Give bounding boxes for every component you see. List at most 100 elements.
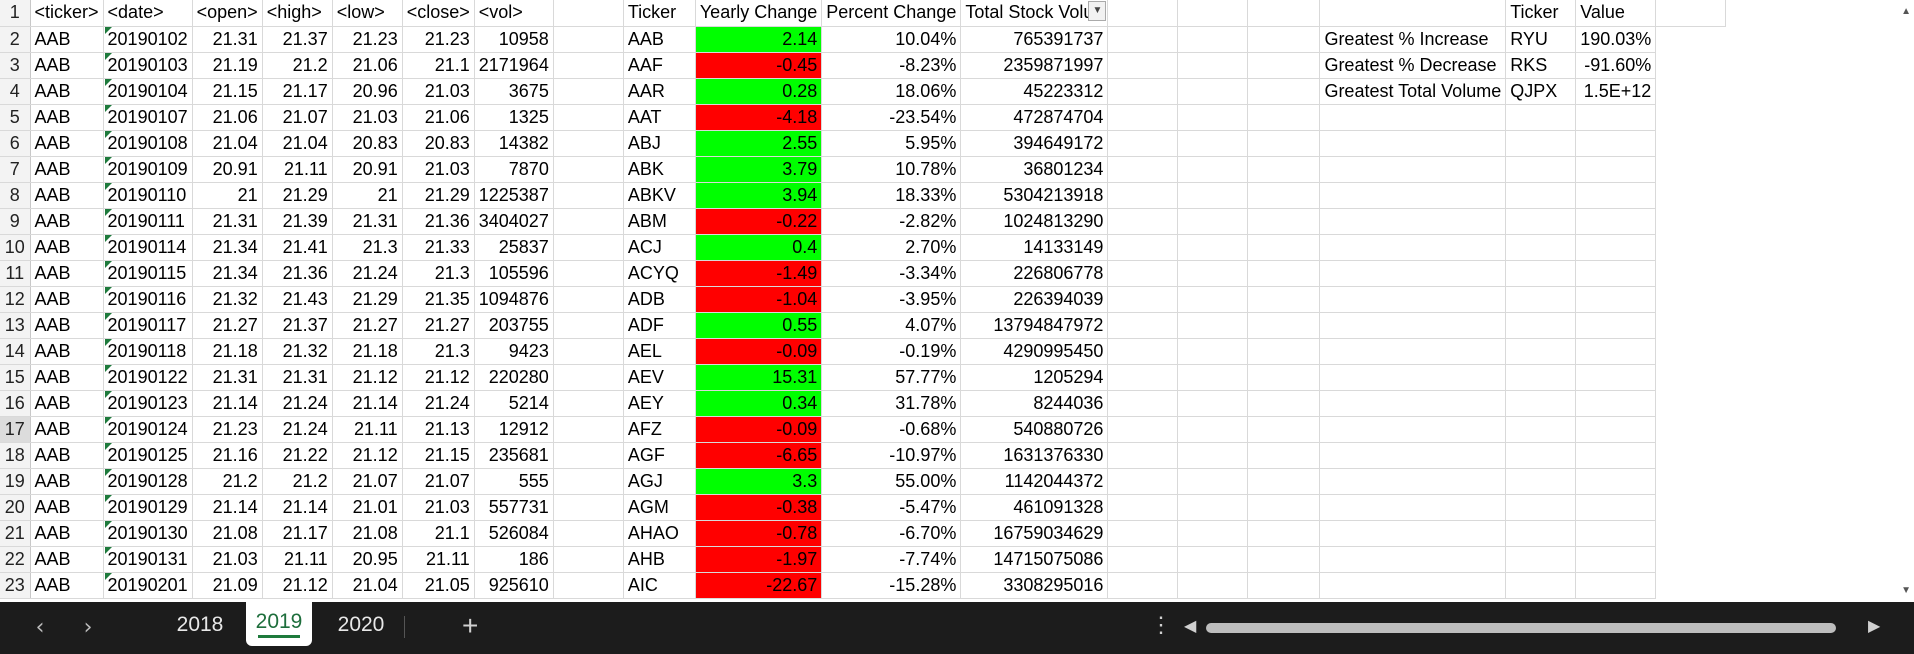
empty-cell[interactable] <box>1575 208 1657 235</box>
cell-date[interactable]: 20190108 <box>103 130 193 157</box>
cell-vol[interactable]: 7870 <box>474 156 554 183</box>
empty-cell[interactable] <box>1247 416 1321 443</box>
cell-ticker[interactable]: AAB <box>30 26 104 53</box>
empty-cell[interactable] <box>1319 546 1507 573</box>
cell-percent-change[interactable]: -2.82% <box>821 208 962 235</box>
cell-high[interactable]: 21.17 <box>262 78 333 105</box>
cell-summary-ticker[interactable]: ADB <box>623 286 696 313</box>
cell-high[interactable]: 21.04 <box>262 130 333 157</box>
filter-dropdown-icon[interactable]: ▼ <box>1088 1 1107 21</box>
cell-open[interactable]: 21.34 <box>192 234 263 261</box>
cell-low[interactable]: 21.03 <box>332 104 403 131</box>
cell-total-volume[interactable]: 226394039 <box>960 286 1109 313</box>
cell-close[interactable]: 21.15 <box>402 442 475 469</box>
header-ticker[interactable]: <ticker> <box>30 0 104 27</box>
empty-cell[interactable] <box>1177 390 1249 417</box>
empty-cell[interactable] <box>1177 156 1249 183</box>
cell-yearly-change[interactable]: -6.65 <box>695 442 823 469</box>
cell-ticker[interactable]: AAB <box>30 390 104 417</box>
cell-yearly-change[interactable]: -0.09 <box>695 416 823 443</box>
empty-cell[interactable] <box>1107 494 1179 521</box>
cell-open[interactable]: 21.14 <box>192 390 263 417</box>
cell-ticker[interactable]: AAB <box>30 156 104 183</box>
cell-total-volume[interactable]: 16759034629 <box>960 520 1109 547</box>
cell-high[interactable]: 21.24 <box>262 416 333 443</box>
empty-cell[interactable] <box>1247 442 1321 469</box>
cell-low[interactable]: 21.11 <box>332 416 403 443</box>
empty-cell[interactable] <box>1319 390 1507 417</box>
empty-cell[interactable] <box>553 260 624 287</box>
empty-cell[interactable] <box>1505 468 1577 495</box>
cell-low[interactable]: 21.27 <box>332 312 403 339</box>
empty-cell[interactable] <box>553 416 624 443</box>
cell-total-volume[interactable]: 765391737 <box>960 26 1109 53</box>
cell-open[interactable]: 21.03 <box>192 546 263 573</box>
empty-cell[interactable] <box>553 390 624 417</box>
cell-close[interactable]: 21.3 <box>402 338 475 365</box>
vertical-scrollbar[interactable]: ▲ ▼ <box>1897 0 1914 602</box>
empty-cell[interactable] <box>1575 442 1657 469</box>
cell-ticker[interactable]: AAB <box>30 520 104 547</box>
cell-high[interactable]: 21.17 <box>262 520 333 547</box>
cell-percent-change[interactable]: 10.78% <box>821 156 962 183</box>
row-header[interactable]: 7 <box>0 156 31 183</box>
empty-cell[interactable] <box>553 156 624 183</box>
cell-yearly-change[interactable]: -0.38 <box>695 494 823 521</box>
row-header[interactable]: 10 <box>0 234 31 261</box>
empty-cell[interactable] <box>1247 520 1321 547</box>
empty-cell[interactable] <box>1107 442 1179 469</box>
empty-cell[interactable] <box>1107 468 1179 495</box>
cell-percent-change[interactable]: 5.95% <box>821 130 962 157</box>
cell-vol[interactable]: 105596 <box>474 260 554 287</box>
scroll-down-icon[interactable]: ▼ <box>1901 585 1911 596</box>
cell-close[interactable]: 21.33 <box>402 234 475 261</box>
scroll-up-icon[interactable]: ▲ <box>1901 6 1911 17</box>
empty-cell[interactable] <box>1177 52 1249 79</box>
cell-percent-change[interactable]: -5.47% <box>821 494 962 521</box>
empty-cell[interactable] <box>1575 130 1657 157</box>
empty-cell[interactable] <box>1247 78 1321 105</box>
empty-cell[interactable] <box>1505 130 1577 157</box>
empty-cell[interactable] <box>1575 494 1657 521</box>
cell-summary-ticker[interactable]: AHAO <box>623 520 696 547</box>
tab-2019[interactable]: 2019 <box>246 602 312 646</box>
empty-cell[interactable] <box>1177 26 1249 53</box>
cell-total-volume[interactable]: 14133149 <box>960 234 1109 261</box>
cell-percent-change[interactable]: -10.97% <box>821 442 962 469</box>
empty-cell[interactable] <box>1107 78 1179 105</box>
cell-percent-change[interactable]: -6.70% <box>821 520 962 547</box>
cell-high[interactable]: 21.2 <box>262 52 333 79</box>
cell-total-volume[interactable]: 14715075086 <box>960 546 1109 573</box>
cell-ticker[interactable]: AAB <box>30 312 104 339</box>
empty-cell[interactable] <box>1319 104 1507 131</box>
cell-percent-change[interactable]: -3.95% <box>821 286 962 313</box>
cell-total-volume[interactable]: 394649172 <box>960 130 1109 157</box>
empty-cell[interactable] <box>1107 130 1179 157</box>
row-header[interactable]: 9 <box>0 208 31 235</box>
empty-cell[interactable] <box>1107 572 1179 599</box>
horizontal-scroll-thumb[interactable] <box>1206 623 1836 633</box>
empty-cell[interactable] <box>1107 182 1179 209</box>
cell-close[interactable]: 21.13 <box>402 416 475 443</box>
cell-date[interactable]: 20190125 <box>103 442 193 469</box>
cell-total-volume[interactable]: 45223312 <box>960 78 1109 105</box>
empty-cell[interactable] <box>1505 494 1577 521</box>
row-header[interactable]: 8 <box>0 182 31 209</box>
cell-summary-ticker[interactable]: AFZ <box>623 416 696 443</box>
empty-cell[interactable] <box>1177 364 1249 391</box>
cell-total-volume[interactable]: 1142044372 <box>960 468 1109 495</box>
cell-close[interactable]: 21.03 <box>402 78 475 105</box>
cell-open[interactable]: 20.91 <box>192 156 263 183</box>
empty-cell[interactable] <box>1107 338 1179 365</box>
row-header[interactable]: 6 <box>0 130 31 157</box>
cell-close[interactable]: 20.83 <box>402 130 475 157</box>
empty-cell[interactable] <box>553 286 624 313</box>
cell-vol[interactable]: 925610 <box>474 572 554 599</box>
empty-cell[interactable] <box>1247 312 1321 339</box>
empty-cell[interactable] <box>1107 520 1179 547</box>
cell-total-volume[interactable]: 540880726 <box>960 416 1109 443</box>
empty-cell[interactable] <box>1247 104 1321 131</box>
empty-cell[interactable] <box>1575 572 1657 599</box>
cell-close[interactable]: 21.29 <box>402 182 475 209</box>
cell-yearly-change[interactable]: 15.31 <box>695 364 823 391</box>
